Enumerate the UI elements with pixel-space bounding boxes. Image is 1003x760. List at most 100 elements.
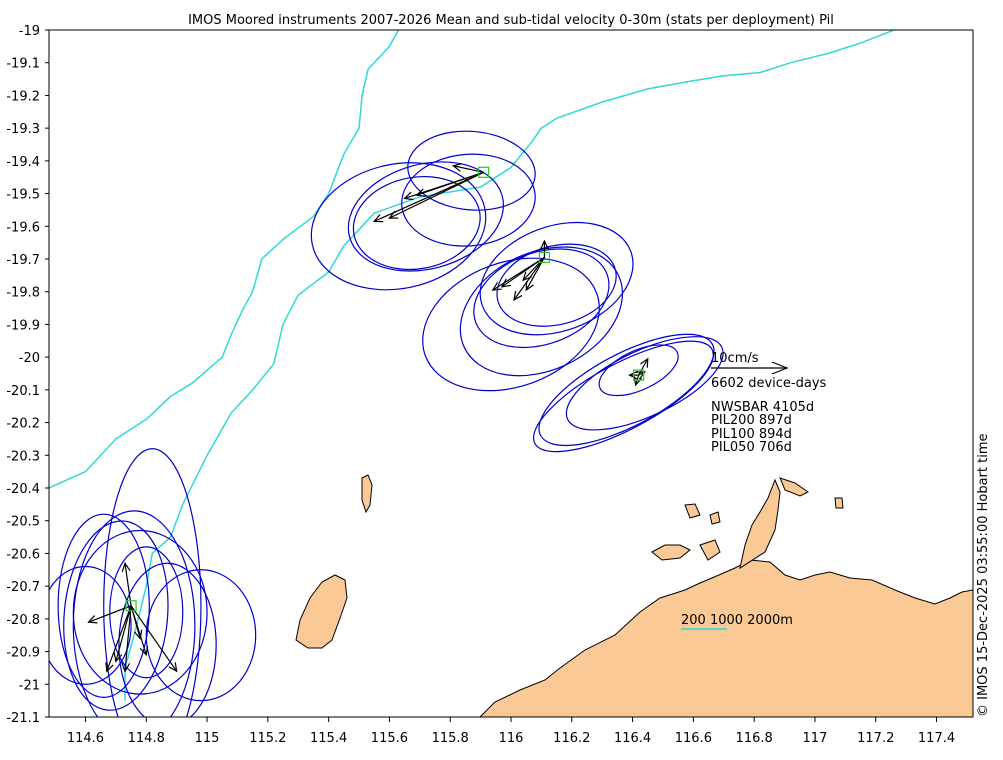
- legend-site-3: PIL050 706d: [711, 440, 792, 455]
- velocity-arrow-4: [372, 171, 484, 223]
- velocity-arrowhead: [522, 271, 532, 282]
- y-tick-label-12: -20.2: [6, 417, 40, 432]
- velocity-arrowhead: [513, 290, 523, 302]
- current-ellipse-17: [103, 448, 202, 717]
- current-ellipse-9: [496, 243, 617, 327]
- velocity-arrow-shaft: [373, 171, 484, 222]
- velocity-arrow-3: [403, 171, 484, 201]
- x-tick-label-2: 115: [195, 731, 220, 746]
- small-island-6: [779, 477, 809, 497]
- velocity-arrow-9: [539, 239, 549, 258]
- y-tick-label-10: -20: [19, 351, 40, 366]
- mooring-site-pil050: [633, 369, 645, 381]
- x-tick-label-4: 115.4: [310, 731, 347, 746]
- device-days-label: 6602 device-days: [711, 376, 827, 391]
- y-tick-label-7: -19.7: [6, 253, 40, 268]
- x-tick-label-13: 117.2: [857, 731, 894, 746]
- current-ellipse-12: [565, 336, 724, 431]
- y-tick-label-15: -20.5: [6, 515, 40, 530]
- scale-arrowhead: [771, 361, 789, 375]
- current-ellipse-13: [598, 344, 679, 397]
- x-tick-label-0: 114.6: [67, 731, 104, 746]
- legend-site-0: NWSBAR 4105d: [711, 400, 814, 415]
- velocity-arrowhead: [113, 652, 123, 663]
- x-tick-label-1: 114.8: [128, 731, 165, 746]
- y-tick-label-19: -20.9: [6, 646, 40, 661]
- y-tick-label-9: -19.9: [6, 318, 40, 333]
- current-ellipse-14: [57, 513, 150, 698]
- current-ellipse-5: [479, 221, 634, 336]
- isobath-layer: [49, 30, 895, 701]
- y-tick-label-14: -20.4: [6, 482, 40, 497]
- velocity-arrow-shaft: [124, 605, 132, 672]
- velocity-arrowhead: [121, 561, 131, 573]
- velocity-arrow-shaft: [124, 563, 132, 606]
- x-tick-label-12: 117: [803, 731, 828, 746]
- y-tick-label-3: -19.3: [6, 122, 40, 137]
- site-layer: [125, 166, 645, 612]
- map-title: IMOS Moored instruments 2007-2026 Mean a…: [188, 13, 834, 28]
- velocity-arrow-18: [121, 605, 132, 673]
- mainland-coast: [479, 559, 973, 717]
- velocity-arrow-shaft: [115, 605, 132, 662]
- mooring-site-pil100: [538, 251, 551, 263]
- velocity-arrow-15: [121, 561, 132, 606]
- small-island-1: [361, 474, 373, 514]
- y-tick-label-17: -20.7: [6, 580, 40, 595]
- arrow-layer: [87, 163, 649, 673]
- y-tick-label-13: -20.3: [6, 449, 40, 464]
- ellipse-layer: [49, 130, 724, 717]
- y-tick-label-1: -19.1: [6, 57, 40, 72]
- x-tick-label-8: 116.2: [553, 731, 590, 746]
- velocity-arrowhead: [539, 239, 549, 250]
- current-ellipse-22: [49, 565, 132, 685]
- velocity-arrowhead: [415, 188, 426, 197]
- current-ellipse-19: [118, 562, 217, 717]
- y-tick-label-11: -20.1: [6, 384, 40, 399]
- current-ellipse-0: [407, 130, 536, 211]
- velocity-arrowhead: [87, 615, 98, 624]
- velocity-arrowhead: [121, 662, 131, 673]
- velocity-arrowhead: [525, 281, 534, 292]
- small-island-2: [651, 544, 691, 561]
- velocity-arrow-shaft: [522, 256, 545, 281]
- x-tick-label-10: 116.6: [675, 731, 712, 746]
- current-ellipse-20: [145, 569, 257, 702]
- velocity-arrowhead: [403, 191, 414, 201]
- velocity-arrowhead: [372, 214, 384, 223]
- y-tick-label-21: -21.1: [6, 711, 40, 726]
- current-ellipse-3: [310, 162, 487, 291]
- velocity-arrow-shaft: [404, 171, 484, 200]
- x-tick-label-11: 116.8: [736, 731, 773, 746]
- current-ellipse-11: [538, 333, 715, 447]
- x-tick-label-9: 116.4: [614, 731, 651, 746]
- velocity-arrowhead: [133, 629, 143, 640]
- current-ellipse-21: [109, 546, 184, 679]
- legend-site-2: PIL100 894d: [711, 427, 792, 442]
- current-ellipse-2: [352, 175, 481, 271]
- x-tick-label-5: 115.6: [371, 731, 408, 746]
- y-tick-label-4: -19.4: [6, 155, 40, 170]
- velocity-arrowhead: [168, 662, 178, 673]
- velocity-arrow-20: [130, 605, 178, 673]
- x-tick-label-3: 115.2: [249, 731, 286, 746]
- current-ellipse-18: [72, 510, 196, 717]
- y-tick-label-0: -19: [19, 24, 40, 39]
- velocity-arrow-shaft: [106, 605, 132, 672]
- velocity-arrow-6: [513, 257, 545, 302]
- y-tick-label-16: -20.6: [6, 547, 40, 562]
- y-tick-label-20: -21: [19, 678, 40, 693]
- y-axis: -19 -19.1 -19.2 -19.3 -19.4 -19.5 -19.6 -19.7 -1…: [6, 24, 49, 726]
- current-ellipse-15: [63, 520, 169, 711]
- small-island-5: [709, 511, 721, 525]
- x-axis: 114.6 114.8 115 115.2 115.4 115.6 115.8 116 116.…: [67, 717, 955, 746]
- velocity-arrow-7: [522, 256, 545, 282]
- mooring-site-pil200: [478, 166, 490, 178]
- velocity-arrowhead: [640, 357, 649, 368]
- velocity-arrow-shaft: [130, 605, 178, 672]
- scale-legend: 10cm/s 6602 device-days NWSBAR 4105d PIL…: [711, 351, 827, 455]
- current-ellipse-4: [401, 153, 536, 247]
- velocity-arrowhead: [139, 645, 149, 657]
- velocity-arrowhead: [491, 282, 502, 291]
